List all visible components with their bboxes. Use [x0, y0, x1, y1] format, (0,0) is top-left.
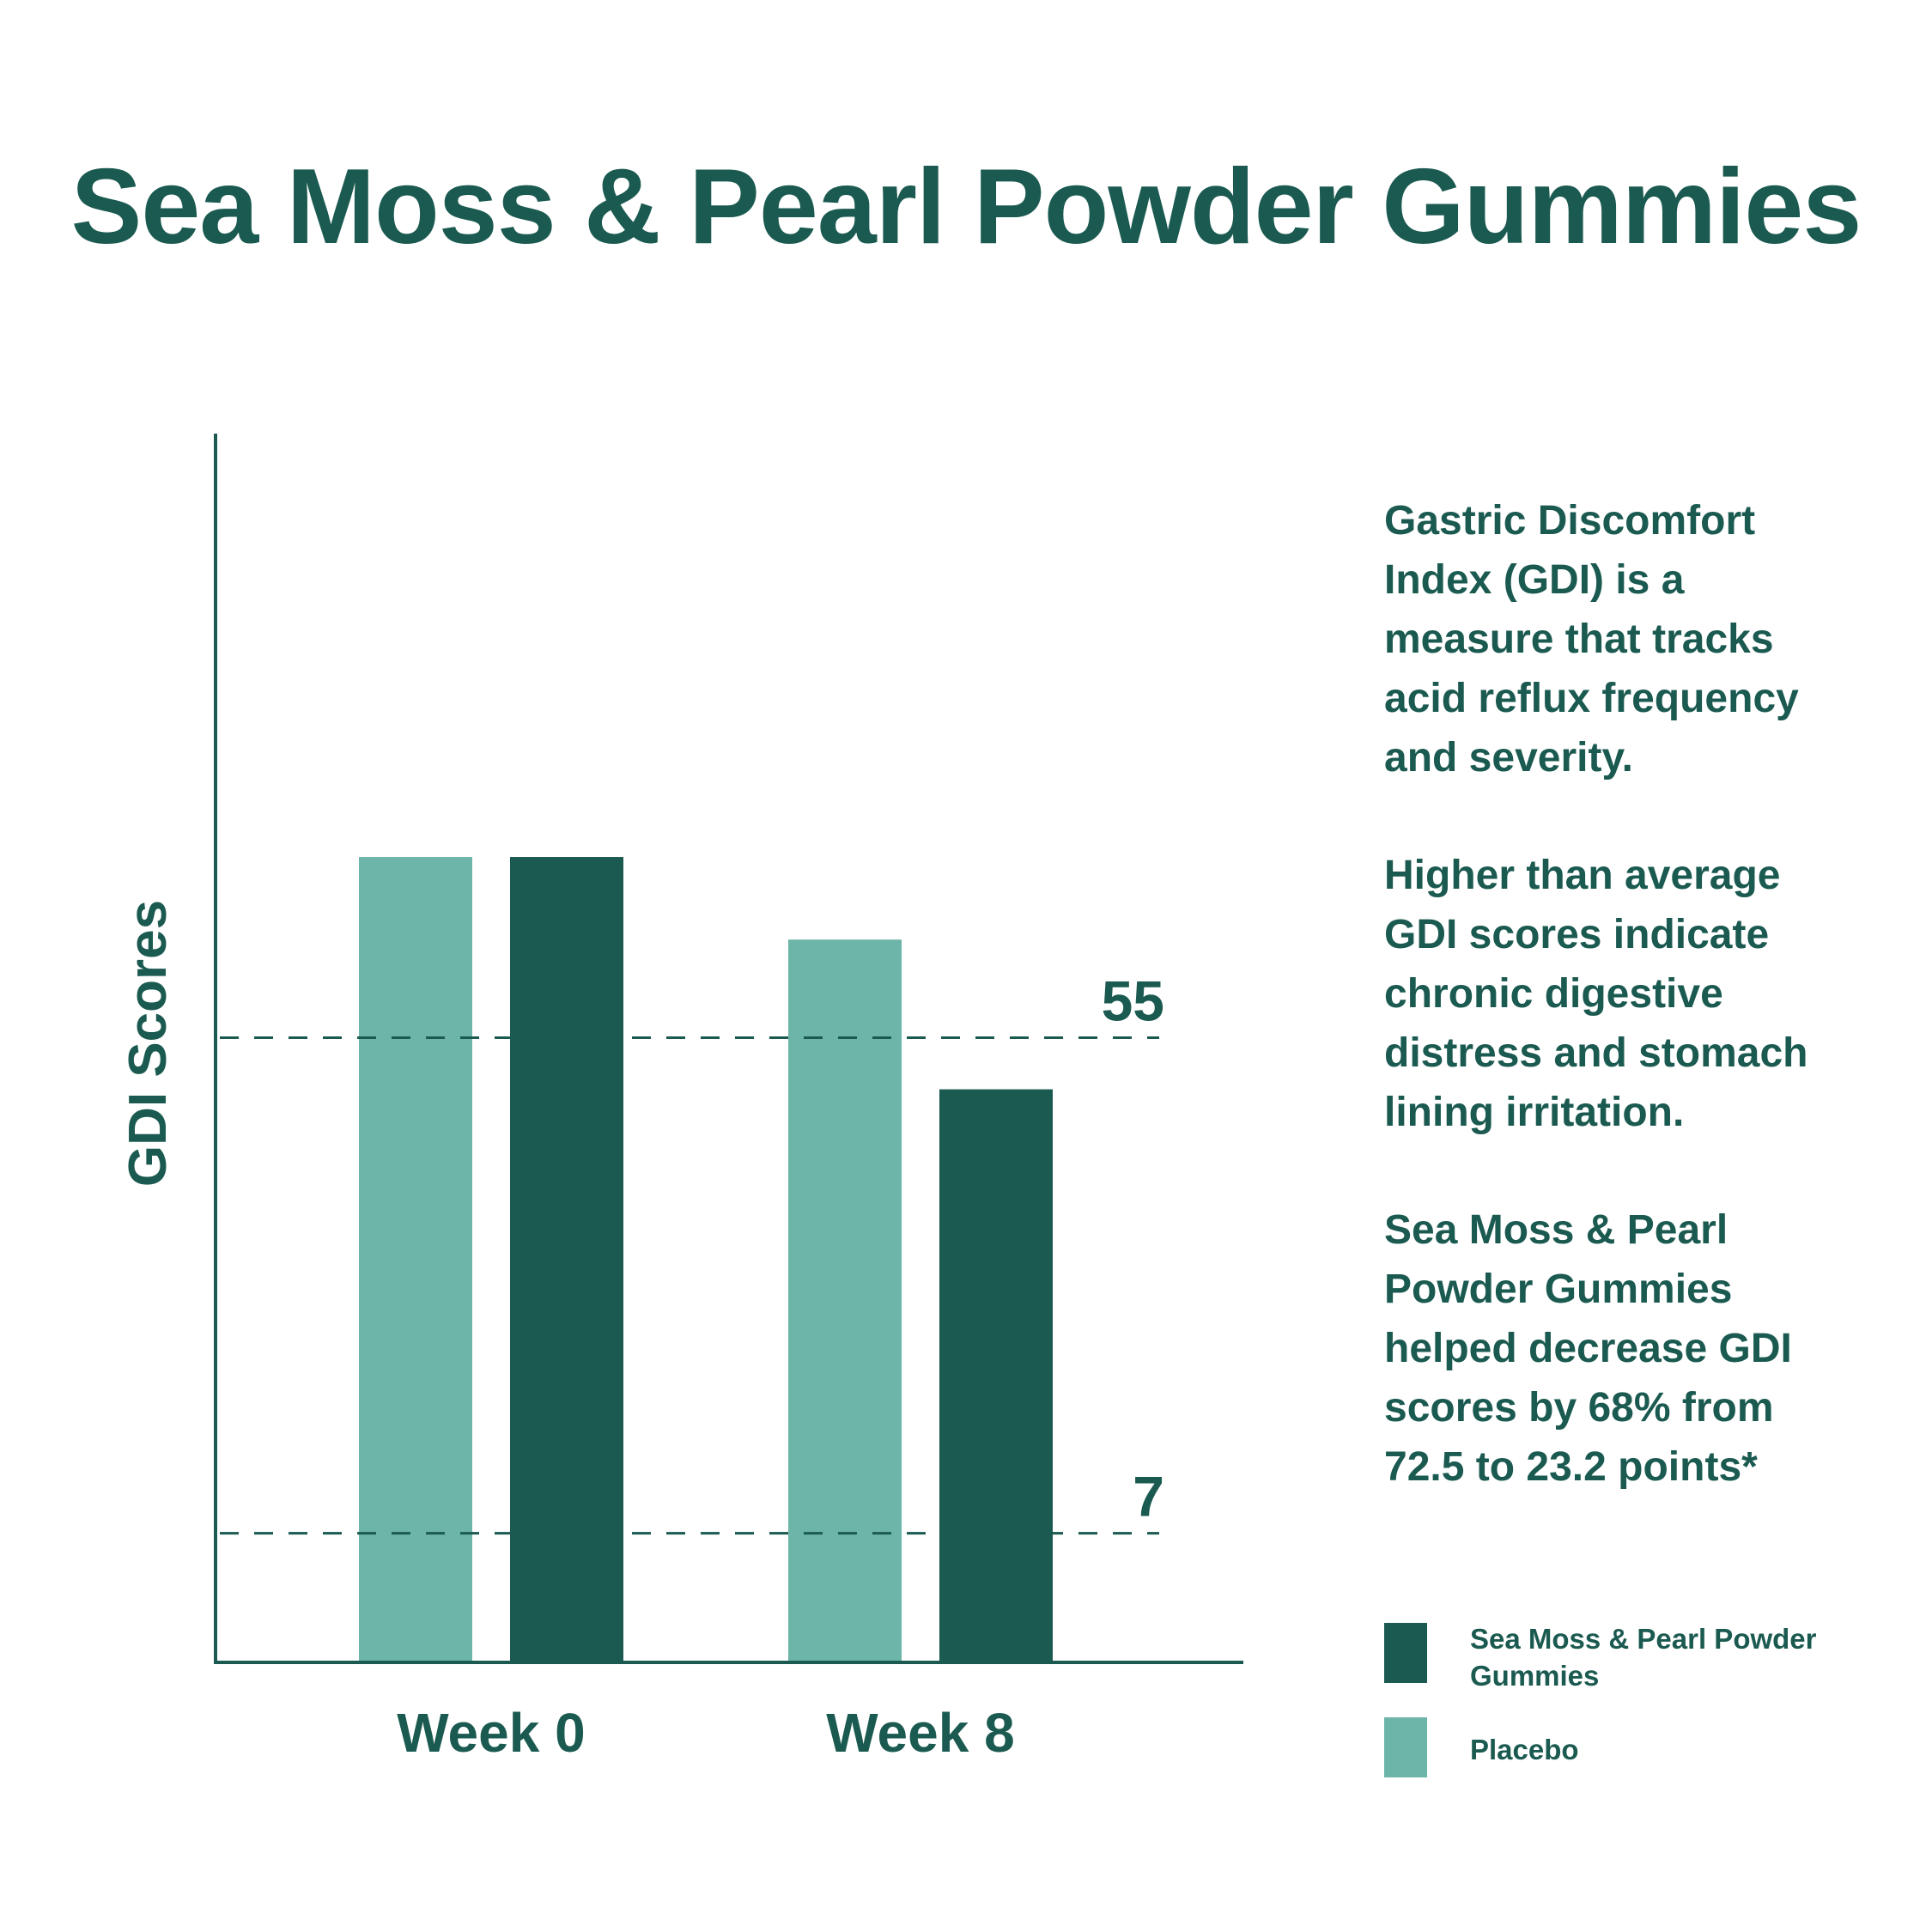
legend-item-placebo: Placebo [1384, 1717, 1865, 1777]
legend-label-treatment: Sea Moss & Pearl Powder Gummies [1470, 1623, 1817, 1692]
legend-swatch-placebo [1384, 1717, 1427, 1777]
y-axis-label: GDI Scores [118, 900, 178, 1187]
description-panel: Gastric Discomfort Index (GDI) is a meas… [1384, 491, 1865, 1555]
reference-label-7: 7 [1133, 1465, 1164, 1528]
x-tick-label-week-8: Week 8 [826, 1702, 1014, 1764]
x-tick-labels: Week 0 Week 8 [397, 1702, 1014, 1764]
reference-label-55: 55 [1102, 969, 1164, 1032]
chart-title: Sea Moss & Pearl Powder Gummies [70, 148, 1862, 266]
bar-sea-moss-pearl-powder-gummies-week-0 [510, 857, 623, 1662]
description-paragraph-gdi-definition: Gastric Discomfort Index (GDI) is a meas… [1384, 498, 1799, 781]
legend-swatch-treatment [1384, 1623, 1427, 1683]
reference-lines-group: 55 7 [220, 969, 1164, 1535]
bar-sea-moss-pearl-powder-gummies-week-8 [939, 1089, 1053, 1662]
bar-chart: 55 7 GDI Scores Week 0 Week 8 [118, 434, 1243, 1764]
description-paragraph-result: Sea Moss & Pearl Powder Gummies helped d… [1384, 1207, 1792, 1490]
bar-placebo-week-8 [788, 939, 902, 1662]
x-tick-label-week-0: Week 0 [397, 1702, 585, 1764]
legend-item-treatment: Sea Moss & Pearl Powder Gummies [1384, 1623, 1865, 1692]
legend-label-placebo: Placebo [1470, 1734, 1579, 1765]
bar-placebo-week-0 [359, 857, 472, 1662]
description-paragraph-high-scores: Higher than average GDI scores indicate … [1384, 853, 1808, 1135]
chart-legend: Sea Moss & Pearl Powder Gummies Placebo [1384, 1623, 1865, 1812]
bars-group [359, 857, 1053, 1662]
